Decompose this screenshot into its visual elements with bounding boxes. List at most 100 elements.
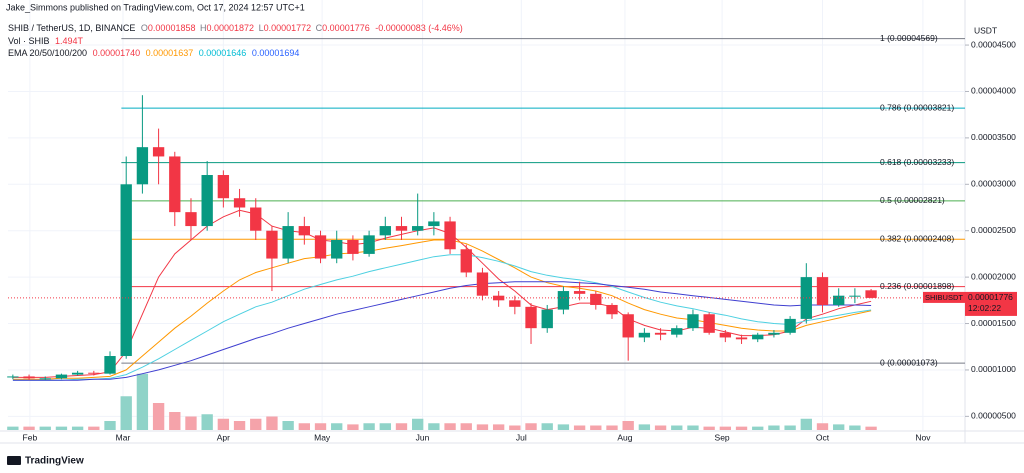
symbol: SHIB / TetherUS, 1D, BINANCE <box>8 23 135 33</box>
volume-bar <box>120 396 132 430</box>
candle-body <box>104 356 116 374</box>
candle-body <box>833 295 845 305</box>
candle-body <box>363 235 375 254</box>
y-tick-label: 0.00001500 <box>971 318 1016 328</box>
candle-body <box>250 207 262 231</box>
volume-bar <box>719 426 732 430</box>
candle-body <box>654 332 667 335</box>
symbol-legend: SHIB / TetherUS, 1D, BINANCE O0.00001858… <box>8 23 463 33</box>
candle-body <box>590 293 602 305</box>
volume-bar <box>687 425 699 430</box>
plot-area: 1 (0.00004569) 0.786 (0.00003821) 0.618 (0… <box>7 0 965 430</box>
volume-bar <box>104 421 116 430</box>
candle-body <box>185 212 197 227</box>
volume-bar <box>573 425 586 430</box>
volume-bar <box>800 418 812 430</box>
candle-body <box>233 198 246 208</box>
candle-body <box>752 334 764 340</box>
value: 0.00001694 <box>252 48 300 58</box>
fib-label: 0 (0.00001073) <box>880 357 938 367</box>
volume-bar <box>314 423 327 430</box>
logo-mark <box>7 456 21 465</box>
volume-bar <box>703 426 715 430</box>
volume-bar <box>152 403 165 430</box>
volume-bar <box>39 426 51 430</box>
candle-body <box>428 221 440 227</box>
x-tick-label: Apr <box>217 432 230 442</box>
value: 0.00001646 <box>199 48 247 58</box>
candle-body <box>217 175 230 199</box>
publisher: Jake_Simmons published on TradingView.co… <box>6 2 305 12</box>
x-tick-label: Jul <box>516 432 527 442</box>
volume-bar <box>379 423 391 430</box>
candle-body <box>768 332 780 335</box>
label: H <box>200 23 207 33</box>
volume-bar <box>557 424 570 430</box>
candle-body <box>849 295 861 297</box>
footer-brand: TradingView <box>25 456 84 467</box>
candle-body <box>671 328 683 335</box>
candle-body <box>347 239 359 254</box>
candle-body <box>298 226 310 236</box>
volume-bar <box>250 418 262 430</box>
volume-bar <box>55 426 68 430</box>
value: 0.00001872 <box>207 23 255 33</box>
candle-body <box>638 332 651 338</box>
value: 1.494T <box>55 36 84 46</box>
volume-bar <box>784 425 796 430</box>
y-tick-label: 0.00003500 <box>971 132 1016 142</box>
fib-label: 1 (0.00004569) <box>880 33 938 43</box>
candle-body <box>735 337 748 340</box>
candle-body <box>39 378 51 380</box>
y-tick-label: 0.00003000 <box>971 179 1016 189</box>
volume-bar <box>282 421 294 430</box>
candle-body <box>266 230 278 259</box>
fib-label: 0.5 (0.00002821) <box>880 195 945 205</box>
volume-bar <box>347 424 359 430</box>
volume-legend: Vol · SHIB 1.494T <box>8 36 84 46</box>
volume-bar <box>849 425 861 430</box>
y-tick-label: 0.00004000 <box>971 86 1016 96</box>
candle-body <box>412 226 424 231</box>
volume-bar <box>590 425 602 430</box>
candle-body <box>573 291 586 294</box>
candle-body <box>460 249 472 273</box>
x-tick-label: Jun <box>416 432 430 442</box>
y-tick-label: 0.00000500 <box>971 411 1016 421</box>
volume-bar <box>476 424 489 430</box>
candle-body <box>784 318 796 333</box>
candle-body <box>136 147 149 185</box>
volume-bar <box>752 426 764 430</box>
volume-bar <box>816 423 829 430</box>
candle-body <box>476 272 489 296</box>
candle-body <box>509 300 521 307</box>
x-tick-label: Feb <box>23 432 38 442</box>
fib-label: 0.382 (0.00002408) <box>880 233 954 243</box>
x-tick-label: May <box>314 432 331 442</box>
volume-bar <box>428 423 440 430</box>
candle-body <box>492 295 505 301</box>
candle-body <box>201 175 213 227</box>
x-tick-label: Mar <box>116 432 131 442</box>
candle-body <box>152 147 165 157</box>
x-tick-label: Sep <box>715 432 730 442</box>
ema-line <box>12 254 872 381</box>
ema-line <box>12 209 872 378</box>
fib-label: 0.786 (0.00003821) <box>880 102 954 112</box>
candle-body <box>7 376 19 378</box>
candle-body <box>282 226 294 259</box>
candle-body <box>314 235 327 259</box>
candle-body <box>169 156 181 213</box>
candle-body <box>331 239 343 259</box>
volume-bar <box>525 423 537 430</box>
x-tick-label: Nov <box>915 432 931 442</box>
volume-bar <box>201 414 213 430</box>
candle-body <box>816 277 829 305</box>
volume-bar <box>638 424 651 430</box>
candle-body <box>71 372 84 375</box>
change: -0.00000083 (-4.46%) <box>375 23 463 33</box>
label: EMA 20/50/100/200 <box>8 48 87 58</box>
candle-body <box>719 332 732 338</box>
volume-bar <box>541 423 553 430</box>
